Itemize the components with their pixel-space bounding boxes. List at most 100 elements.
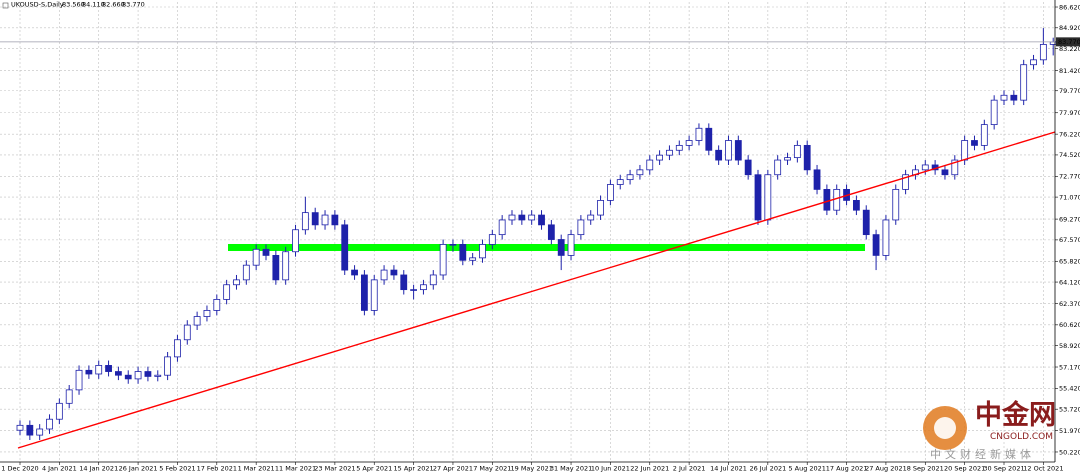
- candle-body: [341, 224, 349, 271]
- x-tick-label: 14 Jan 2021: [79, 465, 118, 472]
- candle-body: [390, 269, 398, 276]
- candle-body: [1000, 94, 1008, 101]
- chart-title: UKOUSD-S,Daily: [11, 1, 64, 9]
- candle-body: [656, 154, 663, 161]
- y-tick-label: 51.970: [1059, 427, 1080, 435]
- y-tick-label: 55.420: [1059, 385, 1080, 393]
- candle-body: [429, 274, 437, 286]
- header-open: 83.560: [62, 1, 85, 9]
- candle-body: [85, 369, 93, 375]
- candle-body: [695, 127, 703, 141]
- candle-body: [528, 214, 536, 221]
- candle-body: [1039, 44, 1047, 61]
- candle-body: [95, 365, 103, 375]
- candle-body: [469, 257, 477, 261]
- y-tick-label: 84.920: [1059, 24, 1080, 32]
- x-tick-label: 22 Jun 2021: [630, 465, 669, 472]
- y-tick-label: 74.520: [1059, 151, 1080, 159]
- candle-body: [734, 140, 742, 161]
- candle-body: [292, 229, 299, 253]
- candle-body: [498, 219, 506, 236]
- x-tick-label: 12 Oct 2021: [1023, 465, 1063, 472]
- candle-body: [1020, 64, 1028, 101]
- candle-body: [282, 251, 290, 281]
- candle-body: [75, 369, 83, 391]
- candle-body: [862, 209, 870, 236]
- candle-body: [134, 371, 142, 380]
- candle-body: [26, 424, 34, 436]
- header-close: 83.770: [122, 1, 145, 9]
- candle-body: [872, 234, 880, 256]
- candle-body: [961, 140, 969, 161]
- candle-body: [16, 424, 24, 431]
- candle-body: [183, 324, 191, 341]
- candle-body: [607, 184, 614, 201]
- candle-body: [1010, 94, 1018, 101]
- candle-body: [646, 159, 654, 171]
- candle-body: [370, 279, 378, 311]
- candle-body: [902, 174, 909, 190]
- candle-body: [242, 264, 250, 281]
- candle-body: [105, 365, 112, 372]
- y-tick-label: 57.170: [1059, 363, 1080, 371]
- y-tick-label: 76.220: [1059, 130, 1080, 138]
- candle-body: [400, 274, 408, 291]
- x-tick-label: 10 Jun 2021: [591, 465, 630, 472]
- watermark-slogan: 中文财经新媒体: [930, 447, 1035, 461]
- y-tick-label: 65.820: [1059, 258, 1080, 266]
- candle-body: [508, 214, 516, 221]
- y-tick-label: 81.420: [1059, 67, 1080, 75]
- candle-body: [36, 428, 44, 436]
- candle-body: [951, 159, 959, 176]
- y-tick-label: 62.370: [1059, 300, 1080, 308]
- x-tick-label: 19 May 2021: [510, 465, 552, 472]
- candle-body: [449, 244, 457, 246]
- x-tick-label: 1 Mar 2021: [238, 465, 275, 472]
- y-tick-label: 71.070: [1059, 193, 1080, 201]
- x-tick-label: 27 Aug 2021: [865, 465, 907, 472]
- grid: [0, 2, 1055, 462]
- candle-body: [262, 248, 270, 256]
- x-tick-label: 5 Feb 2021: [159, 465, 195, 472]
- x-tick-label: 1 Dec 2020: [1, 465, 38, 472]
- candle-body: [754, 174, 762, 221]
- candle-body: [420, 284, 427, 291]
- x-tick-label: 23 Mar 2021: [314, 465, 355, 472]
- candle-body: [154, 374, 162, 377]
- candle-body: [990, 99, 998, 126]
- y-tick-label: 86.620: [1059, 3, 1080, 11]
- x-tick-label: 7 May 2021: [473, 465, 511, 472]
- candle-body: [813, 169, 821, 190]
- candle-body: [675, 144, 683, 151]
- y-tick-label: 58.920: [1059, 342, 1080, 350]
- x-tick-label: 5 Aug 2021: [788, 465, 826, 472]
- candle-body: [380, 269, 388, 281]
- y-tick-label: 77.970: [1059, 109, 1080, 117]
- x-tick-label: 17 Aug 2021: [826, 465, 868, 472]
- x-tick-label: 14 Jul 2021: [710, 465, 747, 472]
- y-tick-label: 53.720: [1059, 405, 1080, 413]
- x-tick-label: 31 May 2021: [550, 465, 592, 472]
- x-tick-label: 15 Apr 2021: [393, 465, 433, 472]
- candle-body: [479, 244, 486, 259]
- candles: [16, 28, 1057, 440]
- y-tick-label: 83.220: [1059, 45, 1080, 53]
- y-tick-label: 69.270: [1059, 215, 1080, 223]
- candle-body: [784, 157, 791, 161]
- candle-body: [252, 248, 260, 266]
- watermark: 中金网 CNGOLD.COM 中文财经新媒体: [923, 399, 1056, 461]
- candle-body: [587, 214, 595, 221]
- candle-body: [46, 418, 53, 430]
- x-tick-label: 26 Jul 2021: [749, 465, 786, 472]
- support-zone: [228, 244, 865, 251]
- candle-body: [321, 214, 329, 226]
- candle-body: [233, 279, 240, 286]
- y-tick-label: 50.220: [1059, 448, 1080, 456]
- candle-body: [144, 371, 152, 377]
- watermark-brand: 中金网: [975, 399, 1056, 431]
- watermark-site: CNGOLD.COM: [990, 432, 1053, 442]
- candle-body: [164, 356, 172, 376]
- candle-body: [921, 164, 929, 171]
- candle-body: [577, 219, 585, 236]
